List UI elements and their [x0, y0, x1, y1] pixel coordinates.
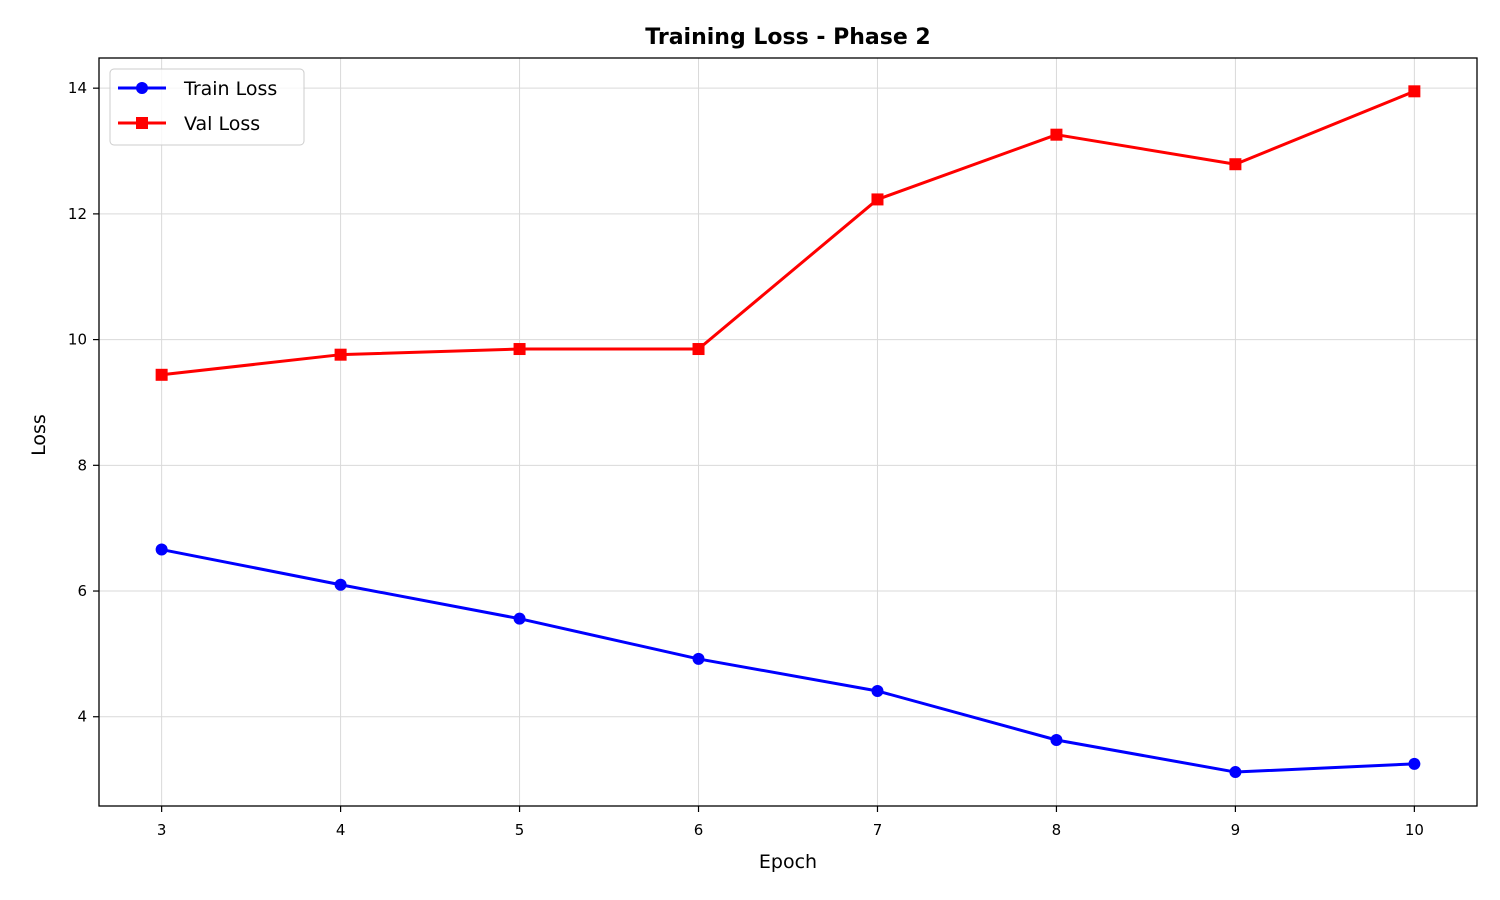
- data-point-train-loss: [1050, 734, 1063, 746]
- legend-label-val-loss: Val Loss: [184, 113, 260, 135]
- y-tick-label: 8: [77, 456, 87, 474]
- legend-label-train-loss: Train Loss: [183, 78, 277, 100]
- x-tick-label: 4: [336, 821, 346, 839]
- x-tick-label: 10: [1405, 821, 1424, 839]
- data-point-val-loss: [692, 343, 705, 356]
- legend: Train Loss Val Loss: [109, 68, 305, 146]
- data-point-train-loss: [155, 543, 168, 556]
- y-tick-label: 4: [77, 708, 87, 726]
- series-line-val-loss: [161, 89, 1415, 377]
- plot-frame: [98, 57, 1478, 807]
- x-tick-label: 9: [1231, 821, 1241, 839]
- data-point-train-loss: [513, 612, 526, 625]
- x-axis-label: Epoch: [759, 851, 817, 873]
- x-tick-label: 8: [1052, 821, 1062, 839]
- x-tick-label: 7: [873, 821, 883, 839]
- chart-title: Training Loss - Phase 2: [645, 25, 930, 50]
- y-tick-label: 12: [68, 205, 87, 223]
- data-point-train-loss: [334, 578, 347, 591]
- x-tick-label: 3: [157, 821, 167, 839]
- data-point-val-loss: [1229, 158, 1242, 171]
- data-point-val-loss: [1408, 85, 1421, 98]
- y-tick-label: 6: [77, 582, 87, 600]
- y-axis-label: Loss: [28, 414, 50, 456]
- data-point-val-loss: [334, 348, 347, 361]
- grid: [99, 58, 1477, 806]
- data-point-train-loss: [1229, 766, 1242, 779]
- y-tick-label: 14: [68, 79, 87, 97]
- data-point-val-loss: [513, 343, 526, 356]
- data-point-train-loss: [871, 684, 884, 697]
- data-point-val-loss: [155, 368, 168, 381]
- axis-ticks: 3 4 5 6 7 8 9 10 4 6 8 10 12 14: [68, 79, 1424, 839]
- y-tick-label: 10: [68, 331, 87, 349]
- data-point-val-loss: [871, 193, 884, 206]
- data-point-val-loss: [1050, 128, 1063, 141]
- data-point-train-loss: [1408, 757, 1421, 770]
- series-layer: [155, 85, 1421, 779]
- x-tick-label: 6: [694, 821, 704, 839]
- legend-marker-val-loss: [136, 117, 148, 129]
- legend-marker-train-loss: [136, 82, 148, 94]
- data-point-train-loss: [692, 652, 705, 665]
- x-tick-label: 5: [515, 821, 525, 839]
- series-line-train-loss: [161, 548, 1415, 774]
